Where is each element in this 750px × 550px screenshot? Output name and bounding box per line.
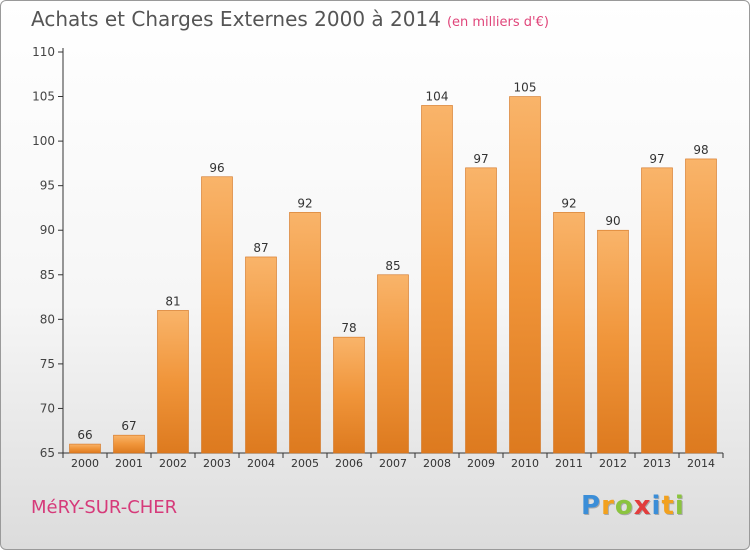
data-label: 105 xyxy=(514,81,537,95)
x-tick-label: 2003 xyxy=(203,457,231,470)
data-label: 81 xyxy=(165,294,180,308)
x-tick-label: 2007 xyxy=(379,457,407,470)
data-label: 85 xyxy=(385,259,400,273)
logo-letter: o xyxy=(614,491,634,521)
data-label: 96 xyxy=(209,161,224,175)
x-tick-label: 2004 xyxy=(247,457,275,470)
y-tick-label: 95 xyxy=(40,179,55,193)
x-tick-label: 2000 xyxy=(71,457,99,470)
bar xyxy=(553,212,585,454)
x-tick-label: 2006 xyxy=(335,457,363,470)
bar xyxy=(421,105,453,454)
logo-letter: r xyxy=(601,491,615,521)
bar xyxy=(509,96,541,454)
data-label: 78 xyxy=(341,321,356,335)
bar xyxy=(69,443,101,454)
y-tick-label: 110 xyxy=(32,45,55,59)
bar xyxy=(597,229,629,454)
bar xyxy=(685,158,717,454)
x-tick-label: 2012 xyxy=(599,457,627,470)
data-label: 98 xyxy=(693,143,708,157)
logo-letter: i xyxy=(651,491,662,521)
commune-name: MéRY-SUR-CHER xyxy=(31,497,178,518)
logo-letter: x xyxy=(633,491,652,521)
data-label: 104 xyxy=(426,89,449,103)
bar xyxy=(157,310,189,454)
data-label: 66 xyxy=(77,428,92,442)
chart-title: Achats et Charges Externes 2000 à 2014 (e… xyxy=(31,7,549,31)
y-tick-label: 85 xyxy=(40,268,55,282)
y-tick-label: 90 xyxy=(40,223,55,237)
y-tick-label: 65 xyxy=(40,446,55,460)
y-tick-label: 105 xyxy=(32,90,55,104)
data-label: 97 xyxy=(649,152,664,166)
chart-subtitle: (en milliers d'€) xyxy=(446,15,549,30)
x-tick-label: 2013 xyxy=(643,457,671,470)
chart-title-text: Achats et Charges Externes 2000 à 2014 xyxy=(31,7,441,31)
y-tick-label: 75 xyxy=(40,357,55,371)
y-tick-label: 70 xyxy=(40,401,55,415)
data-label: 87 xyxy=(253,241,268,255)
bar xyxy=(641,167,673,454)
bar xyxy=(465,167,497,454)
logo-letter: t xyxy=(661,491,675,521)
bar xyxy=(289,212,321,454)
x-tick-label: 2001 xyxy=(115,457,143,470)
logo-letter: P xyxy=(581,491,602,521)
data-label: 90 xyxy=(605,214,620,228)
y-tick-label: 80 xyxy=(40,312,55,326)
x-tick-label: 2009 xyxy=(467,457,495,470)
data-label: 92 xyxy=(561,196,576,210)
proxiti-logo: Proxiti xyxy=(581,491,685,521)
x-tick-label: 2011 xyxy=(555,457,583,470)
bar xyxy=(333,336,365,454)
x-tick-label: 2014 xyxy=(687,457,715,470)
data-label: 67 xyxy=(121,419,136,433)
bar xyxy=(201,176,233,454)
data-label: 92 xyxy=(297,196,312,210)
bar xyxy=(113,434,145,454)
bar xyxy=(377,274,409,454)
x-tick-label: 2010 xyxy=(511,457,539,470)
x-tick-label: 2008 xyxy=(423,457,451,470)
bar xyxy=(245,256,277,454)
x-tick-label: 2002 xyxy=(159,457,187,470)
y-tick-label: 100 xyxy=(32,134,55,148)
logo-letter: i xyxy=(674,491,685,521)
x-tick-label: 2005 xyxy=(291,457,319,470)
data-label: 97 xyxy=(473,152,488,166)
